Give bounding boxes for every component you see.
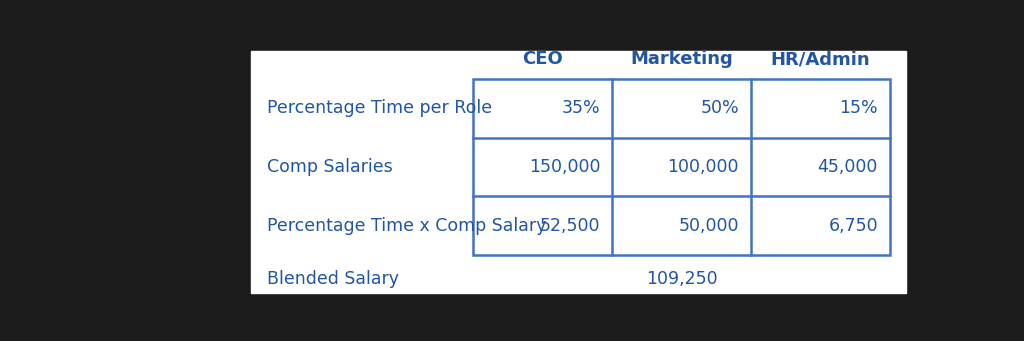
Text: 35%: 35% xyxy=(561,99,600,117)
Text: 15%: 15% xyxy=(840,99,878,117)
Text: 52,500: 52,500 xyxy=(540,217,600,235)
Text: 50,000: 50,000 xyxy=(679,217,739,235)
Text: 6,750: 6,750 xyxy=(828,217,878,235)
FancyBboxPatch shape xyxy=(251,51,905,293)
Text: Percentage Time per Role: Percentage Time per Role xyxy=(267,99,492,117)
Text: Blended Salary: Blended Salary xyxy=(267,269,399,287)
Text: 45,000: 45,000 xyxy=(817,158,878,176)
Text: Marketing: Marketing xyxy=(630,50,733,68)
Text: 109,250: 109,250 xyxy=(646,269,718,287)
Text: Comp Salaries: Comp Salaries xyxy=(267,158,392,176)
Text: 100,000: 100,000 xyxy=(668,158,739,176)
Text: CEO: CEO xyxy=(522,50,563,68)
Text: 50%: 50% xyxy=(700,99,739,117)
Text: 150,000: 150,000 xyxy=(528,158,600,176)
Text: HR/Admin: HR/Admin xyxy=(771,50,870,68)
Text: Percentage Time x Comp Salary: Percentage Time x Comp Salary xyxy=(267,217,546,235)
